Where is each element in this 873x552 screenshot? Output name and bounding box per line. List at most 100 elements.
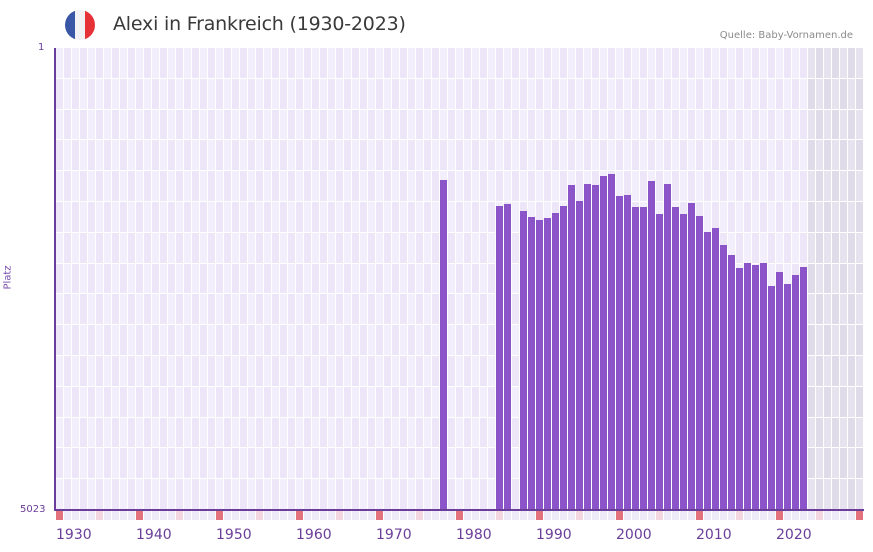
grid-cell — [336, 356, 343, 386]
bar-1990[interactable] — [536, 219, 543, 510]
grid-cell — [96, 140, 103, 171]
grid-cell — [424, 48, 431, 78]
y-tick-bottom: 5023 — [20, 504, 46, 515]
grid-cell — [728, 109, 735, 140]
grid-cell — [336, 479, 343, 509]
grid-cell — [288, 48, 295, 78]
grid-cell — [680, 48, 687, 78]
bar-2005[interactable] — [656, 214, 663, 510]
bar-2023[interactable] — [800, 267, 807, 510]
bar-1997[interactable] — [592, 184, 599, 510]
grid-cell — [816, 263, 823, 294]
grid-cell — [144, 448, 151, 479]
bar-2008[interactable] — [680, 214, 687, 510]
bar-2000[interactable] — [616, 196, 623, 510]
grid-cell — [248, 386, 255, 417]
grid-cell — [96, 171, 103, 201]
bar-1986[interactable] — [504, 204, 511, 510]
bar-1998[interactable] — [600, 175, 607, 510]
grid-cell — [264, 417, 271, 448]
grid-cell — [456, 325, 463, 355]
grid-cell — [488, 448, 495, 479]
bar-1992[interactable] — [552, 212, 559, 510]
bar-2006[interactable] — [664, 183, 671, 510]
bar-2022[interactable] — [792, 275, 799, 510]
bar-2016[interactable] — [744, 263, 751, 510]
year-marker — [568, 511, 575, 520]
grid-cell — [400, 232, 407, 263]
grid-cell — [216, 171, 223, 201]
grid-cell — [72, 78, 79, 109]
bar-2010[interactable] — [696, 215, 703, 510]
grid-cell — [848, 263, 855, 294]
bar-2011[interactable] — [704, 232, 711, 510]
bar-1988[interactable] — [520, 211, 527, 510]
bar-1989[interactable] — [528, 217, 535, 510]
grid-cell — [120, 48, 127, 78]
bar-1985[interactable] — [496, 205, 503, 510]
grid-cell — [776, 140, 783, 171]
grid-cell — [480, 417, 487, 448]
grid-cell — [352, 48, 359, 78]
grid-cell — [720, 78, 727, 109]
grid-cell — [384, 294, 391, 325]
grid-cell — [744, 232, 751, 263]
bar-1994[interactable] — [568, 184, 575, 510]
bar-2002[interactable] — [632, 206, 639, 510]
bar-2020[interactable] — [776, 272, 783, 510]
bar-2003[interactable] — [640, 206, 647, 510]
bar-2019[interactable] — [768, 286, 775, 510]
grid-cell — [192, 263, 199, 294]
grid-cell — [368, 325, 375, 355]
bar-1978[interactable] — [440, 180, 447, 510]
grid-cell — [448, 109, 455, 140]
grid-cell — [80, 48, 87, 78]
grid-cell — [168, 48, 175, 78]
bar-1999[interactable] — [608, 174, 615, 510]
grid-cell — [104, 417, 111, 448]
bar-2001[interactable] — [624, 195, 631, 510]
bar-2015[interactable] — [736, 268, 743, 510]
grid-cell — [424, 140, 431, 171]
grid-cell — [344, 356, 351, 386]
bar-2018[interactable] — [760, 263, 767, 510]
grid-cell — [64, 232, 71, 263]
grid-cell — [216, 263, 223, 294]
bar-2012[interactable] — [712, 228, 719, 510]
bar-1991[interactable] — [544, 218, 551, 510]
grid-cell — [400, 263, 407, 294]
grid-cell — [576, 171, 583, 201]
grid-cell — [64, 386, 71, 417]
grid-cell — [296, 171, 303, 201]
grid-cell — [424, 263, 431, 294]
grid-cell — [496, 109, 503, 140]
bar-2014[interactable] — [728, 255, 735, 510]
grid-cell — [224, 325, 231, 355]
year-marker — [232, 511, 239, 520]
bar-2017[interactable] — [752, 265, 759, 510]
grid-cell — [240, 417, 247, 448]
grid-cell — [400, 386, 407, 417]
grid-cell — [360, 417, 367, 448]
grid-cell — [176, 356, 183, 386]
grid-cell — [512, 294, 519, 325]
bar-2009[interactable] — [688, 203, 695, 510]
grid-cell — [136, 232, 143, 263]
grid-cell — [184, 448, 191, 479]
bar-2004[interactable] — [648, 181, 655, 510]
bar-2021[interactable] — [784, 283, 791, 510]
bar-1993[interactable] — [560, 205, 567, 510]
x-tick-1990: 1990 — [536, 527, 572, 543]
grid-cell — [104, 140, 111, 171]
grid-cell — [416, 294, 423, 325]
bar-2013[interactable] — [720, 245, 727, 510]
grid-cell — [64, 479, 71, 509]
grid-cell — [120, 263, 127, 294]
bar-1995[interactable] — [576, 201, 583, 510]
bar-2007[interactable] — [672, 206, 679, 510]
year-marker — [200, 511, 207, 520]
grid-cell — [480, 448, 487, 479]
bar-1996[interactable] — [584, 183, 591, 510]
grid-cell — [160, 232, 167, 263]
grid-cell — [192, 78, 199, 109]
